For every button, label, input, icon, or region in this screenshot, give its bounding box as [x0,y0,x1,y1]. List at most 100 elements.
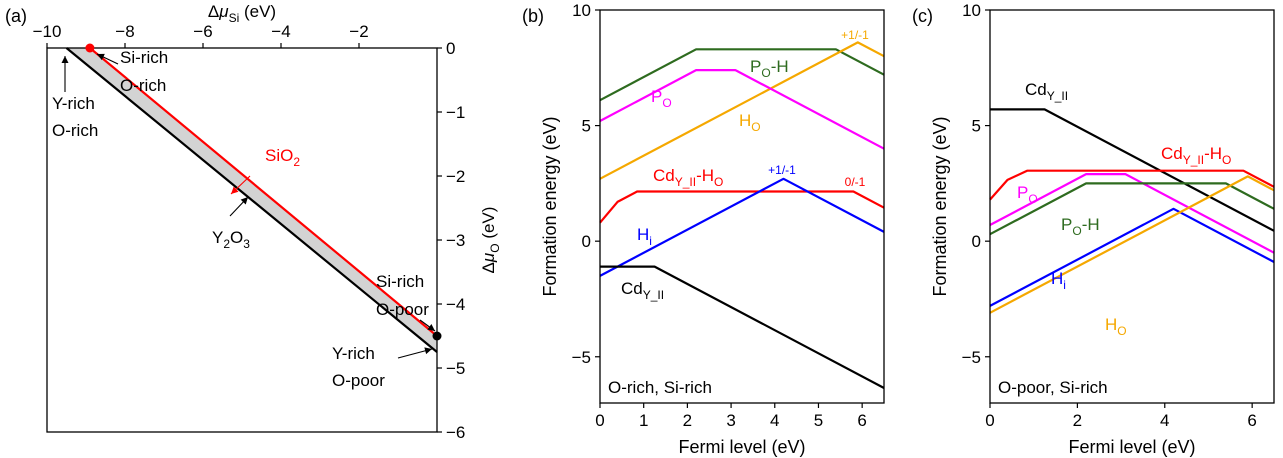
series-label-P_O-H-part: -H [771,57,789,76]
series-label-Cd_Y_II-H_O-part: -H [1204,144,1222,163]
series-label-H_i: Hi [637,225,652,248]
y-axis-label-part: (eV) [479,207,498,244]
series-label-Cd_Y_II-H_O-part: Cd [653,166,675,185]
transition-level-label: +1/-1 [841,28,869,42]
series-label-Cd_Y_II: CdY_II [621,279,664,302]
annotation-si-rich-o-rich-line2: O-rich [120,76,166,95]
series-label-H_i: Hi [1051,269,1066,292]
series-label-Cd_Y_II-H_O-part: O [1222,153,1231,167]
annotation-si-rich-o-poor-line1: Si-rich [376,272,424,291]
marker-point-1 [432,331,442,341]
y-axis-label: Formation energy (eV) [540,116,560,296]
y-tick-label: −4 [446,295,465,314]
y-tick-label: 0 [446,39,455,58]
y-tick-label: 0 [972,232,981,251]
series-label-Cd_Y_II-H_O-part: Y_II [675,175,696,189]
series-label-P_O-H-part: O [761,66,770,80]
transition-level-label: 0/-1 [845,175,866,189]
y-tick-label: −6 [446,423,465,442]
series-label-P_O-H: PO-H [1061,215,1100,238]
series-label-H_O-part: O [1117,324,1126,338]
series-label-Cd_Y_II-H_O-part: Y_II [1183,153,1204,167]
y-tick-label: −5 [446,359,465,378]
x-tick-label: 2 [1073,411,1082,430]
annotation-sio2: SiO2 [265,146,300,169]
y-axis-label: Formation energy (eV) [930,116,950,296]
corner-condition-text: O-rich, Si-rich [608,378,712,397]
x-tick-label: 5 [814,411,823,430]
x-tick-label: 1 [639,411,648,430]
annotation-y-rich-o-poor-line1: Y-rich [332,344,375,363]
x-axis-label-part: Δ [208,2,219,21]
series-line-Y2O3 [65,47,438,353]
panel-b-label: (b) [522,6,544,26]
annotation-y2o3-part: Y [212,228,223,247]
series-line-SiO2 [89,47,438,337]
y-tick-label: −1 [446,103,465,122]
series-label-P_O-part: O [1028,192,1037,206]
series-label-P_O-part: P [1017,183,1028,202]
x-tick-label: −10 [33,22,62,41]
panel-c-frame [989,9,1275,404]
y-tick-label: −2 [446,167,465,186]
x-axis-label: ΔμSi (eV) [208,2,276,25]
series-label-P_O-H-part: O [1072,224,1081,238]
arrow-sio2-head [231,186,239,194]
annotation-y2o3-part: 2 [223,237,230,251]
y-tick-label: 0 [582,232,591,251]
series-label-H_O: HO [739,111,761,134]
series-label-Cd_Y_II-H_O-part: -H [696,166,714,185]
series-label-P_O-part: O [662,96,671,110]
series-label-Cd_Y_II-H_O-part: Cd [1161,144,1183,163]
series-label-Cd_Y_II-H_O-part: O [714,175,723,189]
y-tick-label: 5 [582,117,591,136]
corner-condition-text: O-poor, Si-rich [998,378,1108,397]
y-axis-label-part: Δ [479,262,498,273]
series-label-Cd_Y_II-H_O: CdY_II-HO [653,166,723,189]
x-tick-label: 4 [1160,411,1169,430]
series-label-P_O: PO [651,87,672,110]
series-label-H_O: HO [1105,315,1127,338]
y-axis-label: ΔμO (eV) [479,207,502,274]
x-axis-label-part: (eV) [239,2,276,21]
series-label-H_i-part: H [637,225,649,244]
annotation-y2o3: Y2O3 [212,228,250,251]
annotation-si-rich-o-poor-line2: O-poor [376,300,429,319]
series-label-Cd_Y_II-part: Y_II [643,288,664,302]
x-tick-label: 6 [1247,411,1256,430]
series-line-Cd_Y_II-H_O [599,190,885,224]
series-line-H_i [599,177,885,277]
y-tick-label: −3 [446,231,465,250]
x-tick-label: −6 [193,22,212,41]
series-line-H_O [989,175,1275,314]
x-tick-label: 6 [857,411,866,430]
series-label-H_i-part: i [649,234,652,248]
series-line-P_O [599,68,885,150]
series-line-P_O-H [989,182,1275,236]
series-label-P_O: PO [1017,183,1038,206]
panel-a-label: (a) [5,6,27,26]
x-axis-label-part: Si [229,11,240,25]
x-tick-label: 0 [985,411,994,430]
x-tick-label: −8 [115,22,134,41]
series-label-H_O-part: H [739,111,751,130]
x-tick-label: −4 [271,22,290,41]
series-label-Cd_Y_II: CdY_II [1025,80,1068,103]
series-label-P_O-H-part: -H [1082,215,1100,234]
panel-c-label: (c) [912,6,933,26]
series-label-P_O-H: PO-H [750,57,789,80]
arrow-y2o3-head [240,197,248,205]
y-axis-label-part: O [488,243,502,252]
x-axis-label: Fermi level (eV) [1068,437,1195,457]
x-tick-label: 3 [726,411,735,430]
series-label-H_i-part: i [1063,278,1066,292]
y-tick-label: 10 [962,1,981,20]
marker-point-0 [85,43,95,53]
annotation-y-rich-o-rich-line2: O-rich [52,121,98,140]
annotation-y-rich-o-rich-line1: Y-rich [52,94,95,113]
series-label-Cd_Y_II-H_O: CdY_II-HO [1161,144,1231,167]
x-tick-label: 0 [595,411,604,430]
y-tick-label: 10 [572,1,591,20]
